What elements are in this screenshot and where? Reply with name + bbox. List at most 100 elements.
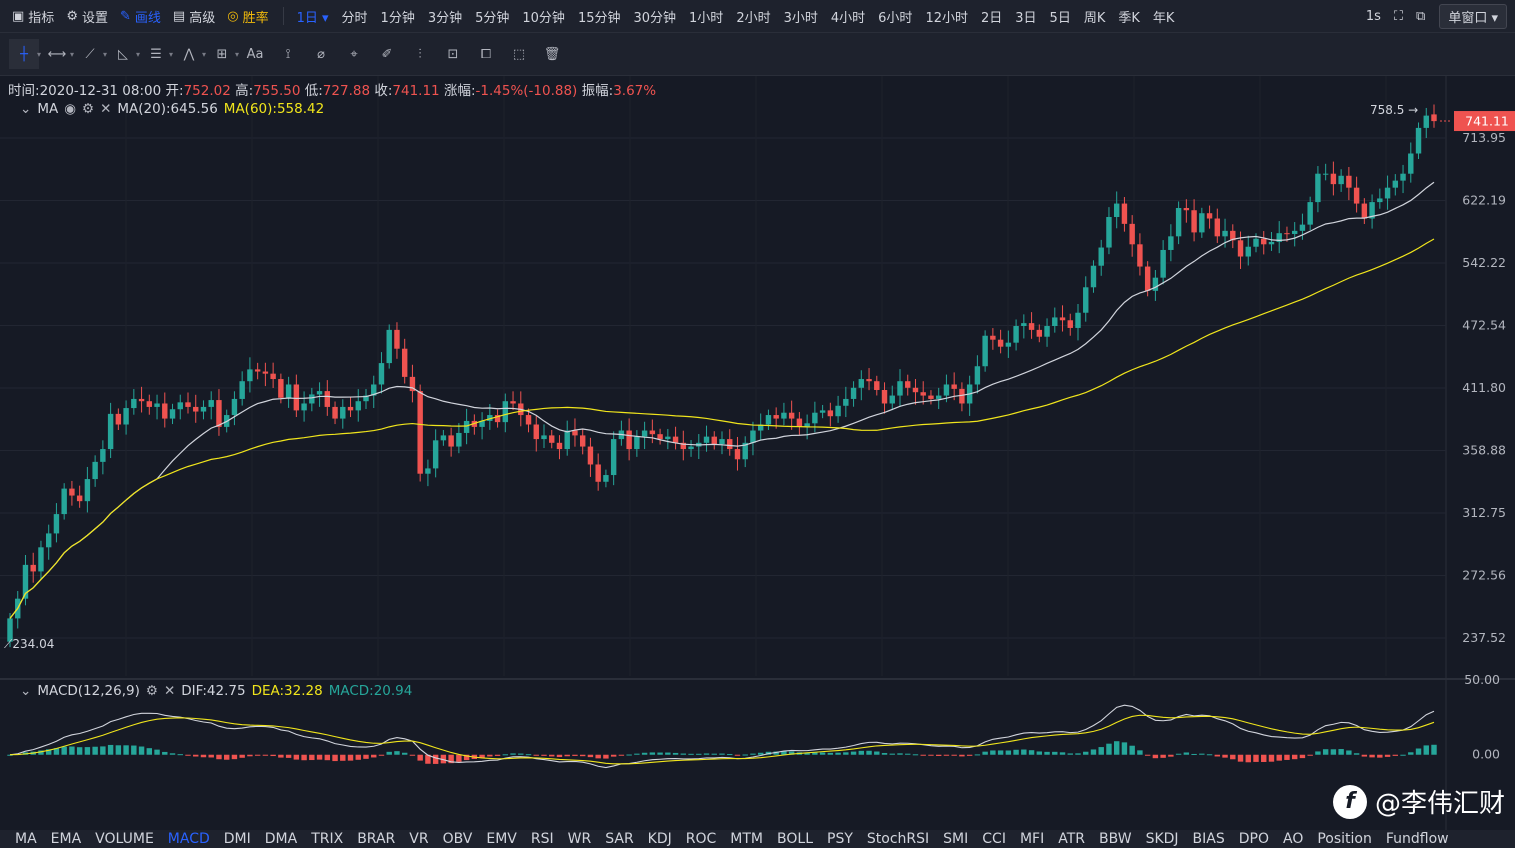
candle-body: [804, 423, 810, 427]
timeframe-15[interactable]: 5日: [1049, 10, 1071, 26]
trend-line-icon[interactable]: ⟋ ▾: [85, 46, 107, 62]
screenshot-icon[interactable]: ⬚: [512, 46, 526, 62]
indicator-tab-position[interactable]: Position: [1317, 831, 1372, 847]
timeframe-18[interactable]: 年K: [1152, 10, 1175, 26]
ruler-icon[interactable]: ⌖: [350, 46, 358, 62]
indicator-tab-ao[interactable]: AO: [1283, 831, 1304, 847]
eraser-icon[interactable]: ⌀: [317, 46, 325, 62]
timeframe-6[interactable]: 30分钟: [633, 10, 677, 26]
indicator-tab-skdj[interactable]: SKDJ: [1145, 831, 1179, 847]
indicator-tab-rsi[interactable]: RSI: [530, 831, 554, 847]
candle-body: [634, 436, 640, 450]
drawing-menu[interactable]: ✎ 画线: [119, 8, 161, 26]
macd-histogram-bar: [386, 751, 392, 755]
indicator-tab-fundflow[interactable]: Fundflow: [1385, 831, 1449, 847]
lock-icon[interactable]: ⊡: [447, 46, 459, 62]
macd-histogram-bar: [1276, 754, 1282, 761]
timeframe-14[interactable]: 3日: [1015, 10, 1037, 26]
wave-icon[interactable]: ⋀ ▾: [183, 46, 206, 62]
timeframe-7[interactable]: 1小时: [689, 10, 724, 26]
close-icon[interactable]: ✕: [100, 101, 112, 117]
advanced-menu[interactable]: ▤ 高级: [172, 8, 216, 26]
candle-body: [316, 391, 323, 395]
timeframe-1[interactable]: 1分钟: [380, 10, 415, 26]
indicator-tab-boll[interactable]: BOLL: [777, 831, 813, 847]
indicator-tab-wr[interactable]: WR: [567, 831, 592, 847]
indicator-tab-bbw[interactable]: BBW: [1099, 831, 1132, 847]
timeframe-2[interactable]: 3分钟: [427, 10, 463, 26]
indicator-tab-ema[interactable]: EMA: [50, 831, 82, 847]
timeframe-17[interactable]: 季K: [1118, 10, 1140, 26]
indicator-tab-trix[interactable]: TRIX: [311, 831, 344, 847]
collapse-icon[interactable]: ⌄: [20, 101, 32, 117]
fib-icon[interactable]: ◺ ▾: [118, 46, 140, 62]
indicator-tab-kdj[interactable]: KDJ: [647, 831, 672, 847]
brush-icon[interactable]: ✐: [381, 46, 393, 62]
indicator-tab-macd[interactable]: MACD: [167, 831, 210, 847]
macd-histogram-bar: [309, 754, 315, 761]
eye-icon[interactable]: ◉: [64, 101, 76, 117]
timeframe-9[interactable]: 3小时: [783, 10, 818, 26]
indicator-tab-mfi[interactable]: MFI: [1019, 831, 1045, 847]
gear-icon[interactable]: ⚙: [81, 101, 95, 117]
macd-histogram-bar: [69, 746, 75, 755]
timeframe-10[interactable]: 4小时: [830, 10, 866, 26]
fullscreen-icon[interactable]: ⛶: [1393, 8, 1404, 24]
timeframe-4[interactable]: 10分钟: [522, 10, 565, 26]
indicator-tab-smi[interactable]: SMI: [943, 831, 969, 847]
indicator-tab-volume[interactable]: VOLUME: [95, 831, 154, 847]
indicator-tab-cci[interactable]: CCI: [982, 831, 1006, 847]
refresh-rate[interactable]: 1s: [1365, 8, 1381, 24]
ohlc-time: 2020-12-31 08:00: [39, 83, 162, 99]
price-chart[interactable]: 713.95 622.19 542.22 472.54 411.80 358.88 312.…: [0, 76, 1515, 830]
macd-histogram-bar: [1052, 751, 1058, 755]
indicator-tab-obv[interactable]: OBV: [442, 831, 473, 847]
timeframe-13[interactable]: 2日: [980, 10, 1003, 26]
magnet-icon[interactable]: ⫶: [418, 46, 422, 62]
indicator-tab-stochrsi[interactable]: StochRSI: [866, 831, 930, 847]
text-icon[interactable]: Aa: [246, 46, 264, 62]
popout-icon[interactable]: ⧉: [1416, 8, 1426, 24]
indicator-tab-ma[interactable]: MA: [15, 831, 37, 847]
indicator-tab-sar[interactable]: SAR: [605, 831, 634, 847]
close-icon[interactable]: ✕: [163, 683, 176, 699]
macd-histogram-bar: [1083, 751, 1089, 755]
indicator-menu[interactable]: ▣ 指标: [12, 8, 55, 26]
price-tick-label: 472.54: [1462, 317, 1506, 332]
indicator-tab-vr[interactable]: VR: [409, 831, 429, 847]
winrate-menu[interactable]: ◎ 胜率: [227, 8, 269, 26]
timeframe-0[interactable]: 分时: [341, 10, 368, 26]
timeframe-5[interactable]: 15分钟: [577, 10, 621, 26]
measure-icon[interactable]: ⊞ ▾: [216, 46, 239, 62]
timeframe-3[interactable]: 5分钟: [475, 10, 510, 26]
indicator-tab-dpo[interactable]: DPO: [1238, 831, 1269, 847]
indicator-tab-emv[interactable]: EMV: [486, 831, 517, 847]
interval-dropdown[interactable]: 1日 ▾: [296, 10, 329, 26]
indicator-tab-brar[interactable]: BRAR: [357, 831, 396, 847]
indicator-tab-roc[interactable]: ROC: [685, 831, 717, 847]
candle-body: [440, 435, 447, 441]
window-mode-select[interactable]: 单窗口 ▾: [1439, 3, 1507, 29]
indicator-tab-psy[interactable]: PSY: [827, 831, 853, 847]
timeframe-16[interactable]: 周K: [1083, 10, 1106, 26]
indicator-tab-dma[interactable]: DMA: [264, 831, 298, 847]
gear-icon[interactable]: ⚙: [145, 683, 158, 699]
indicator-tab-bias[interactable]: BIAS: [1192, 831, 1225, 847]
candle-body: [1415, 127, 1422, 154]
trash-icon[interactable]: 🗑: [543, 46, 561, 62]
timeframe-11[interactable]: 6小时: [878, 10, 913, 26]
copy-icon[interactable]: ⧠: [480, 46, 492, 62]
pattern-icon[interactable]: ⟟: [285, 46, 291, 62]
parallel-channel-icon[interactable]: ☰ ▾: [150, 46, 173, 62]
horizontal-line-icon[interactable]: ⟷ ▾: [47, 46, 74, 62]
candle-body: [1183, 208, 1190, 211]
timeframe-8[interactable]: 2小时: [736, 10, 771, 26]
collapse-icon[interactable]: ⌄: [20, 683, 32, 699]
timeframe-12[interactable]: 12小时: [925, 10, 968, 26]
ma-legend-name: MA: [37, 101, 59, 117]
indicator-tab-atr[interactable]: ATR: [1058, 831, 1085, 847]
indicator-tab-mtm[interactable]: MTM: [730, 831, 764, 847]
indicator-tab-dmi[interactable]: DMI: [223, 831, 251, 847]
crosshair-icon[interactable]: ┼ ▾: [9, 39, 41, 69]
settings-menu[interactable]: ⚙ 设置: [66, 8, 108, 26]
